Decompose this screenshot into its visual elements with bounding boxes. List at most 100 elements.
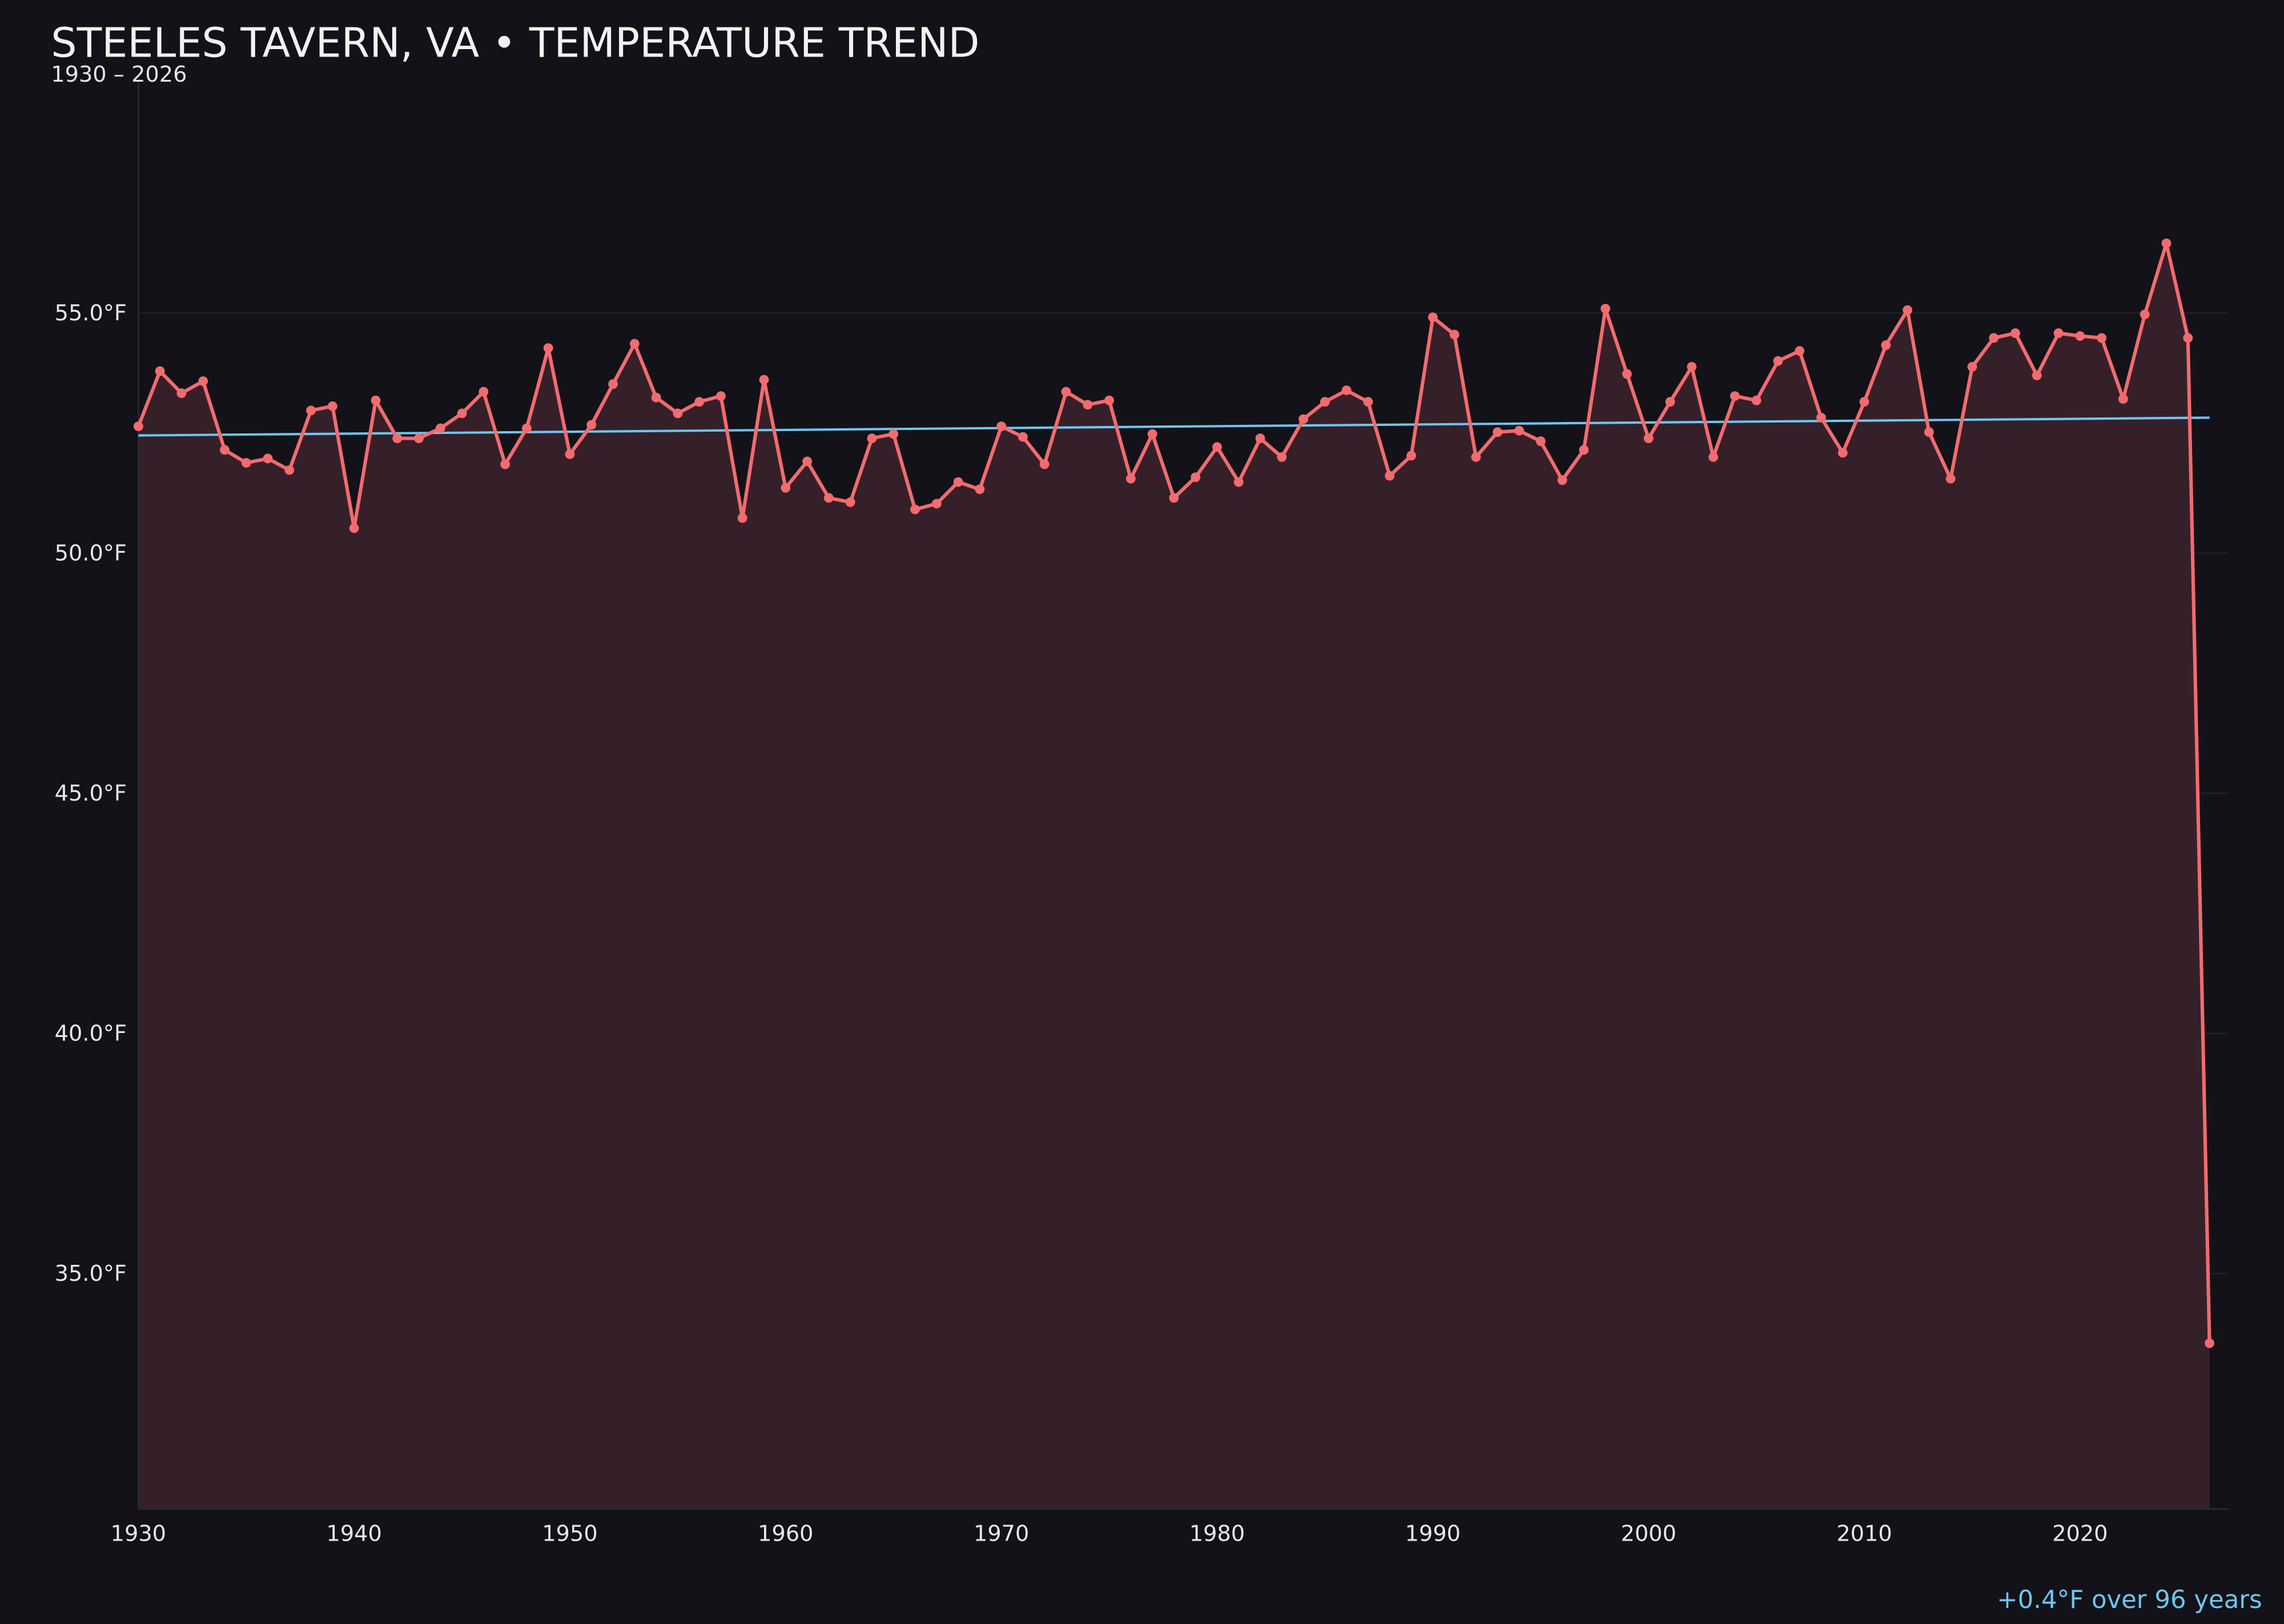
y-tick-label: 55.0°F: [55, 300, 127, 326]
data-point: [414, 433, 424, 444]
data-point: [2097, 333, 2107, 343]
x-tick-label: 2010: [1836, 1521, 1892, 1547]
data-point: [586, 420, 597, 430]
data-point: [1191, 472, 1201, 483]
data-point: [1859, 397, 1869, 407]
data-point: [500, 459, 510, 469]
data-point: [845, 497, 855, 507]
data-point: [1255, 433, 1265, 444]
data-point: [1147, 429, 1157, 439]
data-point: [478, 387, 489, 397]
data-point: [1945, 473, 1956, 484]
data-point: [1493, 427, 1503, 437]
data-point: [1708, 452, 1718, 462]
data-point: [2205, 1338, 2214, 1348]
data-point: [176, 388, 187, 398]
data-point: [198, 376, 208, 386]
data-point: [1277, 452, 1287, 462]
x-tick-label: 1970: [974, 1521, 1029, 1547]
data-point: [1751, 395, 1762, 405]
data-point: [694, 397, 705, 407]
data-point: [1104, 395, 1115, 405]
data-point: [1903, 305, 1913, 315]
data-point: [284, 465, 295, 475]
data-point: [2075, 331, 2085, 341]
data-point: [371, 395, 381, 405]
x-tick-label: 1980: [1189, 1521, 1245, 1547]
data-point: [931, 499, 942, 509]
x-tick-label: 1950: [542, 1521, 597, 1547]
data-point: [435, 423, 445, 433]
data-point: [1622, 369, 1632, 379]
y-tick-label: 45.0°F: [55, 781, 127, 806]
data-point: [263, 453, 273, 464]
data-point: [1406, 451, 1416, 461]
data-point: [1233, 477, 1244, 487]
data-point: [823, 493, 834, 503]
data-point: [673, 408, 683, 419]
data-point: [565, 449, 575, 459]
x-tick-label: 1930: [111, 1521, 166, 1547]
chart-title: STEELES TAVERN, VA • TEMPERATURE TREND: [51, 19, 979, 66]
data-point: [1535, 436, 1546, 447]
data-point: [2183, 333, 2193, 343]
data-point: [1816, 413, 1826, 423]
chart-subtitle: 1930 – 2026: [51, 62, 187, 87]
data-point: [241, 458, 251, 468]
data-point: [1881, 340, 1891, 350]
data-point: [1341, 385, 1352, 395]
data-point: [1687, 361, 1697, 372]
trend-line: [138, 416, 2210, 437]
data-point: [306, 405, 316, 416]
area-fill: [138, 243, 2210, 1509]
data-point: [543, 343, 553, 353]
data-point: [1427, 312, 1438, 323]
data-point: [629, 339, 640, 349]
data-point: [1018, 432, 1028, 442]
data-point: [608, 379, 618, 389]
data-point: [2161, 238, 2172, 248]
data-point: [737, 513, 747, 523]
trend-summary: +0.4°F over 96 years: [1997, 1586, 2262, 1614]
data-point: [759, 375, 769, 385]
data-point: [1514, 425, 1524, 436]
data-point: [220, 445, 230, 455]
data-point: [133, 421, 143, 432]
data-point: [457, 408, 467, 419]
data-point: [1601, 304, 1611, 313]
data-point: [349, 523, 359, 533]
data-point: [802, 456, 813, 467]
data-point: [2032, 371, 2042, 380]
data-point: [1449, 329, 1459, 340]
data-point: [522, 423, 532, 433]
data-point: [1169, 493, 1179, 503]
data-point: [996, 421, 1007, 432]
y-tick-label: 50.0°F: [55, 540, 127, 566]
data-points: [133, 238, 2214, 1348]
data-point: [1320, 397, 1330, 407]
x-tick-label: 1990: [1405, 1521, 1461, 1547]
data-point: [2053, 328, 2064, 338]
data-point: [1557, 475, 1567, 485]
y-tick-labels: 35.0°F 40.0°F 45.0°F 50.0°F 55.0°F: [55, 300, 127, 1287]
data-point: [392, 433, 403, 444]
data-point: [867, 433, 877, 444]
data-point: [1579, 445, 1589, 455]
x-tick-label: 2020: [2052, 1521, 2108, 1547]
data-point: [1125, 473, 1136, 484]
data-point: [888, 429, 899, 439]
data-point: [953, 477, 963, 487]
data-point: [1212, 442, 1222, 452]
data-point: [1039, 459, 1049, 469]
data-point: [781, 483, 791, 493]
data-point: [2140, 309, 2150, 320]
data-point: [2118, 394, 2128, 404]
data-point: [1795, 346, 1805, 356]
data-point: [1363, 397, 1373, 407]
data-point: [1837, 448, 1848, 458]
data-point: [1385, 471, 1395, 481]
data-point: [910, 504, 920, 514]
data-point: [651, 392, 661, 403]
y-tick-label: 40.0°F: [55, 1021, 127, 1047]
